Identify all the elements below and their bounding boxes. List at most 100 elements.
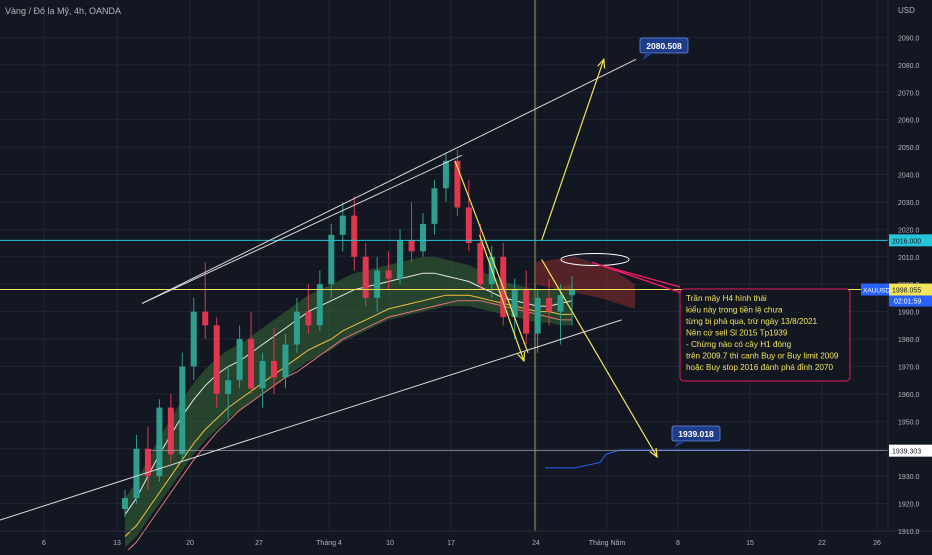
candle-body (523, 289, 530, 334)
candle-body (397, 240, 404, 279)
x-tick-label: 27 (255, 540, 263, 547)
level-price-text: 1998.055 (892, 288, 921, 295)
ma-line (124, 294, 572, 537)
x-tick-label: Tháng Năm (589, 540, 626, 547)
candle-body (511, 289, 518, 318)
candle-body (328, 234, 335, 285)
x-tick-label: 13 (113, 540, 121, 547)
x-tick-label: 20 (186, 540, 194, 547)
cloud-green (125, 256, 572, 548)
candle-body (236, 339, 243, 381)
candle-body (442, 160, 449, 189)
y-tick-label: 2060.0 (898, 118, 920, 125)
cloud-red (535, 256, 635, 309)
candle-body (477, 243, 484, 285)
channel-upper (141, 58, 637, 304)
ichimoku-cloud (125, 256, 635, 548)
y-tick-label: 2040.0 (898, 173, 920, 180)
symbol-tag (861, 283, 889, 296)
candle-body (351, 215, 358, 257)
x-tick-label: 6 (42, 540, 46, 547)
x-tick-label: 26 (873, 540, 881, 547)
candle-body (271, 360, 277, 378)
candle-body (225, 380, 232, 394)
price-target-tail (642, 53, 654, 60)
ma-line (124, 272, 573, 515)
y-tick-label: 1980.0 (898, 337, 920, 344)
annotation-line: hoặc Buy stop 2016 đánh phá đỉnh 2070 (686, 363, 833, 372)
timer-text: 02:01:59 (894, 299, 921, 306)
callout-pointer (599, 264, 681, 288)
candle-body (374, 270, 381, 298)
level-price-tag (889, 234, 932, 247)
candle-body (465, 207, 472, 244)
candle-body (202, 311, 209, 326)
x-tick-label: 22 (818, 540, 826, 547)
x-tick-label: 10 (386, 540, 394, 547)
candle-body (213, 325, 220, 394)
level-price-tag (889, 444, 932, 457)
drawings[interactable] (0, 58, 888, 521)
chart-title: Vàng / Đô la Mỹ, 4h, OANDA (5, 6, 121, 16)
candle-body (293, 311, 300, 345)
annotation-box (679, 288, 851, 382)
x-tick-label: Tháng 4 (316, 540, 342, 547)
y-tick-label: 1950.0 (898, 419, 920, 426)
price-axis-background (888, 0, 932, 550)
annotation-line: từng bị phá qua, trừ ngày 13/8/2021 (686, 317, 818, 326)
x-tick-label: 17 (447, 540, 455, 547)
candle-body (339, 215, 346, 235)
annotation-line: Nên cứ sell Sl 2015 Tp1939 (686, 329, 788, 338)
candle-body (408, 240, 415, 252)
y-tick-label: 1970.0 (898, 364, 920, 371)
candle-body (420, 223, 426, 252)
arrow-line[interactable] (541, 259, 657, 457)
candle-body (385, 270, 392, 279)
candle-body (190, 311, 197, 367)
candle-body (248, 339, 255, 389)
ma-line (124, 300, 572, 554)
timer-tag (889, 295, 932, 307)
arrow-line[interactable] (541, 59, 604, 241)
y-tick-label: 2020.0 (898, 227, 920, 234)
annotation-line: kiểu này trong tiền lệ chưa (686, 305, 783, 315)
arrow-line[interactable] (478, 234, 524, 361)
y-tick-label: 1920.0 (898, 502, 920, 509)
trendline[interactable] (141, 154, 462, 304)
candle-body (362, 256, 369, 298)
y-tick-label: 1990.0 (898, 310, 920, 317)
candle-body (305, 311, 312, 326)
candles (122, 149, 575, 518)
candle-body (431, 188, 438, 224)
moving-averages (124, 272, 750, 554)
y-tick-label: 2070.0 (898, 90, 920, 97)
y-tick-label: 1930.0 (898, 474, 920, 481)
level-price-tag (889, 283, 932, 296)
lagging-line (545, 449, 750, 469)
price-target-box (671, 425, 721, 442)
candle-body (546, 297, 553, 312)
candle-body (179, 366, 186, 455)
level-price-text: 2016.000 (892, 238, 921, 245)
currency-label: USD (898, 6, 915, 15)
level-price-text: 1939.303 (892, 449, 921, 456)
candle-body (167, 407, 174, 455)
candle-body (282, 344, 289, 378)
resistance-ellipse[interactable] (560, 253, 630, 267)
annotation-line: Trần mây H4 hình thái (686, 294, 767, 303)
candle-body (259, 360, 266, 389)
y-tick-label: 1910.0 (898, 529, 920, 536)
candle-body (144, 448, 151, 477)
symbol-text: XAUUSD (863, 288, 890, 295)
candle-body (316, 284, 323, 326)
candle-body (557, 295, 564, 312)
annotation-line: trên 2009.7 thì canh Buy or Buy limit 20… (686, 352, 839, 361)
candle-body (156, 407, 163, 477)
y-tick-label: 1960.0 (898, 392, 920, 399)
candle-body (133, 448, 140, 499)
